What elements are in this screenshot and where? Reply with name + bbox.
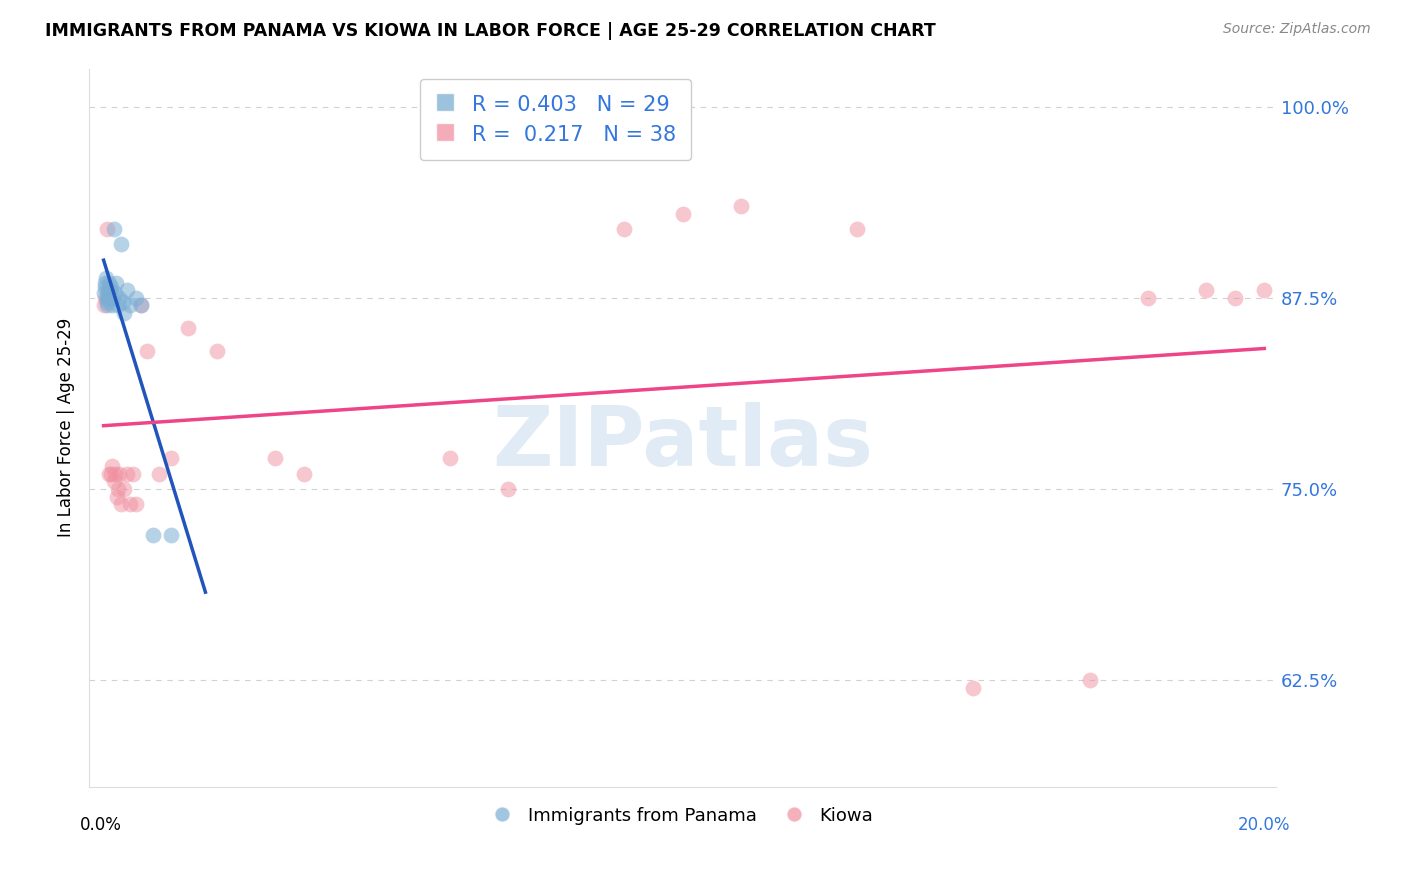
Point	[846, 222, 869, 236]
Text: ZIPatlas: ZIPatlas	[492, 401, 873, 483]
Point	[94, 291, 117, 305]
Point	[93, 298, 115, 312]
Point	[100, 280, 122, 294]
Point	[108, 467, 131, 481]
Point	[1195, 283, 1218, 297]
Point	[205, 344, 228, 359]
Point	[112, 482, 135, 496]
Point	[107, 482, 129, 496]
Point	[115, 467, 138, 481]
Point	[110, 237, 132, 252]
Point	[118, 497, 141, 511]
Point	[94, 276, 117, 290]
Point	[264, 451, 287, 466]
Text: Source: ZipAtlas.com: Source: ZipAtlas.com	[1223, 22, 1371, 37]
Legend: Immigrants from Panama, Kiowa: Immigrants from Panama, Kiowa	[484, 799, 880, 831]
Point	[671, 207, 693, 221]
Point	[97, 291, 120, 305]
Point	[98, 291, 121, 305]
Point	[108, 291, 131, 305]
Point	[124, 291, 146, 305]
Point	[613, 222, 636, 236]
Point	[93, 286, 115, 301]
Point	[496, 482, 519, 496]
Point	[100, 467, 122, 481]
Point	[148, 467, 170, 481]
Point	[121, 467, 143, 481]
Point	[1136, 291, 1159, 305]
Point	[177, 321, 200, 335]
Point	[96, 291, 118, 305]
Point	[1078, 673, 1101, 687]
Point	[97, 286, 120, 301]
Point	[159, 527, 181, 541]
Point	[136, 344, 159, 359]
Point	[439, 451, 461, 466]
Point	[107, 298, 129, 312]
Text: 0.0%: 0.0%	[80, 815, 122, 834]
Point	[112, 306, 135, 320]
Point	[111, 295, 134, 310]
Point	[105, 490, 128, 504]
Point	[131, 298, 153, 312]
Point	[110, 497, 132, 511]
Point	[131, 298, 153, 312]
Point	[104, 286, 127, 301]
Point	[103, 474, 125, 488]
Point	[101, 298, 124, 312]
Y-axis label: In Labor Force | Age 25-29: In Labor Force | Age 25-29	[58, 318, 75, 537]
Point	[96, 222, 118, 236]
Point	[94, 280, 117, 294]
Point	[104, 467, 127, 481]
Text: IMMIGRANTS FROM PANAMA VS KIOWA IN LABOR FORCE | AGE 25-29 CORRELATION CHART: IMMIGRANTS FROM PANAMA VS KIOWA IN LABOR…	[45, 22, 936, 40]
Text: 20.0%: 20.0%	[1239, 815, 1291, 834]
Point	[94, 271, 117, 285]
Point	[97, 283, 120, 297]
Point	[101, 291, 124, 305]
Point	[292, 467, 315, 481]
Point	[730, 199, 752, 213]
Point	[96, 298, 118, 312]
Point	[101, 458, 124, 473]
Point	[1225, 291, 1247, 305]
Point	[118, 298, 141, 312]
Point	[105, 276, 128, 290]
Point	[97, 276, 120, 290]
Point	[98, 283, 121, 297]
Point	[159, 451, 181, 466]
Point	[1253, 283, 1275, 297]
Point	[124, 497, 146, 511]
Point	[142, 527, 165, 541]
Point	[115, 283, 138, 297]
Point	[98, 467, 121, 481]
Point	[962, 681, 984, 695]
Point	[103, 222, 125, 236]
Point	[96, 295, 118, 310]
